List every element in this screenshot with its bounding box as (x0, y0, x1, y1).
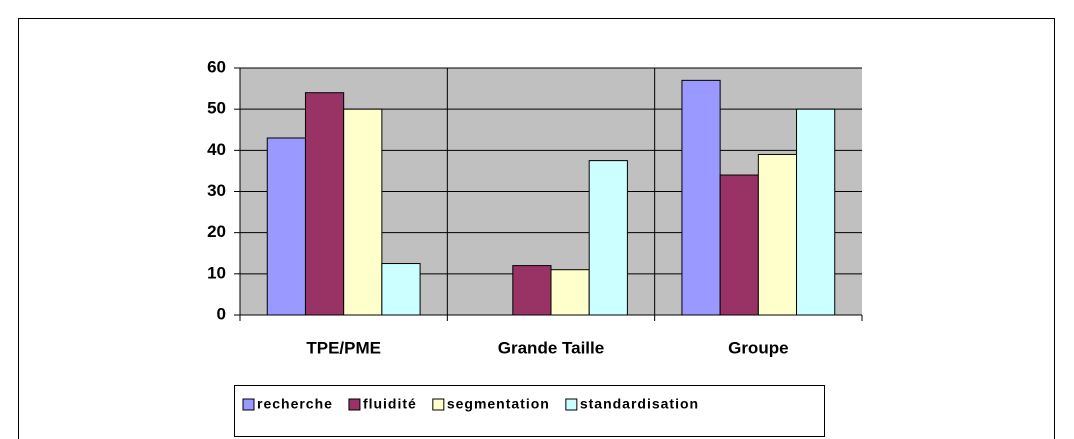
legend-label: fluidité (363, 396, 417, 412)
legend-label: segmentation (447, 396, 550, 412)
y-tick-label: 60 (207, 57, 226, 76)
y-tick-label: 10 (207, 263, 226, 282)
bar (550, 269, 590, 316)
bar (796, 108, 836, 316)
bar (304, 92, 345, 316)
x-tick-label: TPE/PME (306, 338, 381, 357)
bar (588, 160, 628, 316)
legend-label: standardisation (580, 396, 699, 412)
bar (719, 174, 759, 316)
y-tick-label: 30 (207, 181, 226, 200)
bar (681, 79, 721, 316)
legend-swatch (348, 398, 361, 411)
bar (343, 108, 383, 316)
legend-swatch (565, 398, 578, 411)
x-tick-label: Grande Taille (498, 338, 604, 357)
legend-box (234, 385, 825, 437)
y-tick-label: 40 (207, 140, 226, 159)
bar (757, 153, 798, 316)
y-tick-label: 20 (207, 222, 226, 241)
bar (512, 265, 552, 316)
y-tick-label: 50 (207, 99, 226, 118)
x-tick-label: Groupe (728, 338, 788, 357)
legend-label: recherche (257, 396, 333, 412)
y-tick-label: 0 (217, 304, 226, 323)
bar (266, 137, 306, 316)
legend-swatch (432, 398, 445, 411)
legend-swatch (242, 398, 255, 411)
bar (381, 263, 421, 316)
